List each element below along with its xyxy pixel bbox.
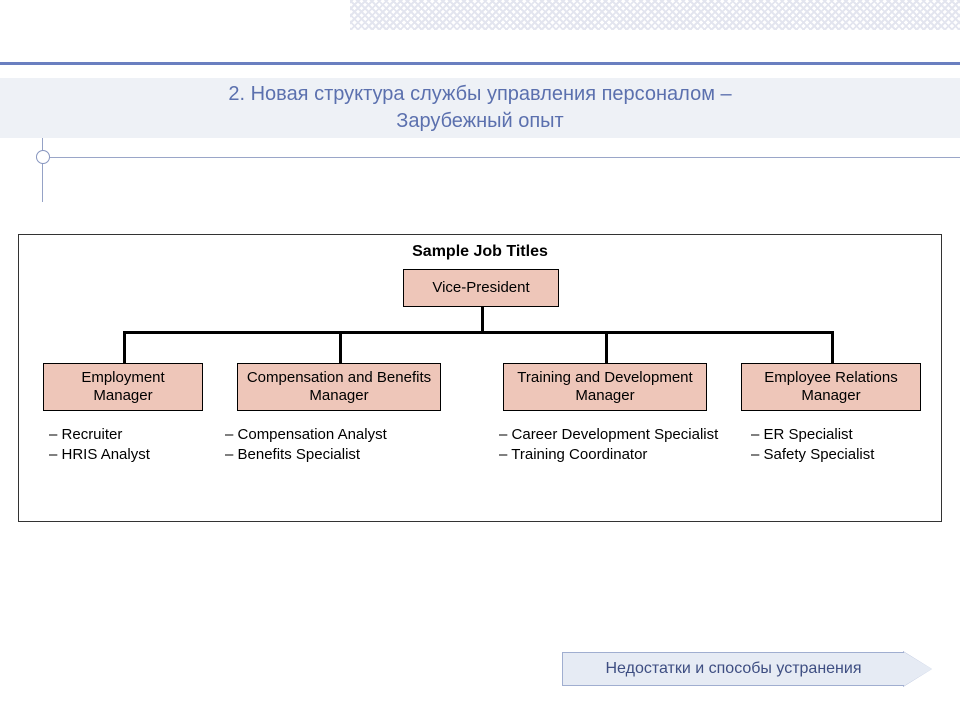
org-sub-list: ER SpecialistSafety Specialist — [751, 425, 874, 466]
org-node-child: Employee Relations Manager — [741, 363, 921, 411]
org-sub-item: Benefits Specialist — [225, 445, 387, 465]
decor-circle-icon — [36, 150, 50, 164]
connector-line — [123, 331, 126, 363]
slide-title-band: 2. Новая структура службы управления пер… — [0, 78, 960, 138]
slide-title: 2. Новая структура службы управления пер… — [228, 81, 731, 135]
header-divider — [0, 62, 960, 65]
connector-line — [481, 307, 484, 331]
org-sub-item: HRIS Analyst — [49, 445, 150, 465]
org-sub-item: ER Specialist — [751, 425, 874, 445]
connector-line — [831, 331, 834, 363]
org-node-root: Vice-President — [403, 269, 559, 307]
org-sub-list: Compensation AnalystBenefits Specialist — [225, 425, 387, 466]
org-node-label: Vice-President — [432, 279, 529, 297]
org-node-label: Employee Relations Manager — [748, 369, 914, 405]
next-arrow-button[interactable]: Недостатки и способы устранения — [562, 652, 932, 686]
decor-horizontal-rule — [50, 157, 960, 158]
connector-line — [339, 331, 342, 363]
org-sub-item: Career Development Specialist — [499, 425, 718, 445]
org-sub-item: Safety Specialist — [751, 445, 874, 465]
org-node-label: Compensation and Benefits Manager — [244, 369, 434, 405]
connector-line — [605, 331, 608, 363]
org-sub-item: Recruiter — [49, 425, 150, 445]
org-chart-frame: Sample Job Titles Vice-President Employm… — [18, 234, 942, 522]
org-sub-list: RecruiterHRIS Analyst — [49, 425, 150, 466]
decor-stem — [42, 138, 44, 202]
chart-title: Sample Job Titles — [19, 243, 941, 261]
org-node-child: Employment Manager — [43, 363, 203, 411]
org-node-label: Employment Manager — [50, 369, 196, 405]
next-arrow-label: Недостатки и способы устранения — [562, 652, 904, 686]
arrow-right-icon — [904, 652, 932, 686]
org-node-label: Training and Development Manager — [510, 369, 700, 405]
org-node-child: Compensation and Benefits Manager — [237, 363, 441, 411]
org-sub-item: Training Coordinator — [499, 445, 718, 465]
header-pattern — [350, 0, 960, 30]
org-node-child: Training and Development Manager — [503, 363, 707, 411]
connector-line — [123, 331, 834, 334]
org-sub-item: Compensation Analyst — [225, 425, 387, 445]
org-sub-list: Career Development SpecialistTraining Co… — [499, 425, 718, 466]
